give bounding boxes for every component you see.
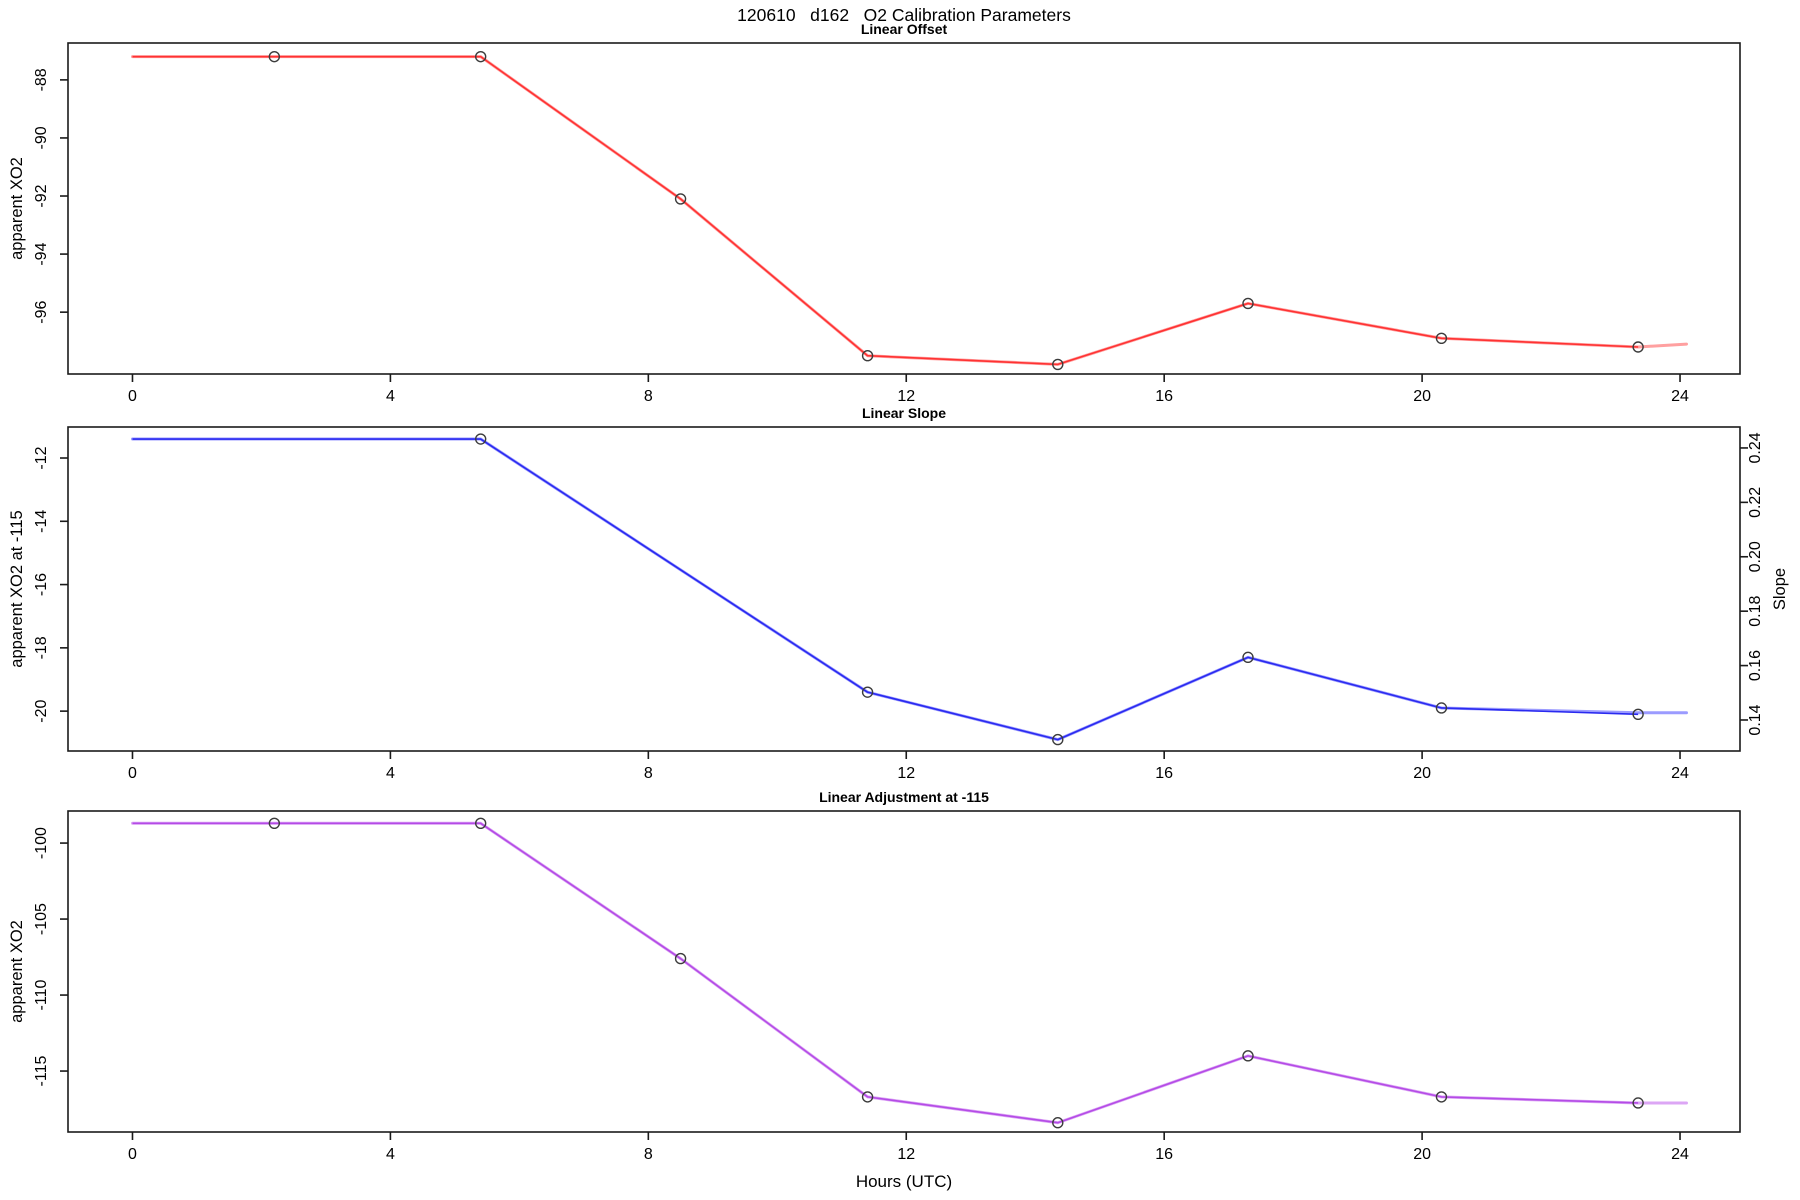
data-line (132, 55, 1639, 366)
x-axis-tick-label: 8 (644, 765, 653, 782)
data-point-marker (1435, 332, 1448, 344)
data-point-marker (1242, 297, 1254, 310)
right-axis-tick-label: 0.22 (1747, 487, 1764, 518)
y-axis-tick-label: -96 (33, 300, 50, 323)
x-axis-tick-label: 12 (897, 1146, 915, 1163)
data-point-marker (1052, 1117, 1064, 1129)
right-axis-tick-label: 0.14 (1747, 704, 1764, 735)
data-point-marker (861, 350, 874, 362)
y-axis-title: apparent XO2 (8, 920, 26, 1023)
y-axis-tick-label: -115 (33, 1056, 50, 1087)
plot-box (67, 810, 1741, 1133)
x-axis-tick-label: 12 (897, 388, 915, 405)
x-axis-tick-label: 0 (128, 1146, 137, 1163)
x-axis-tick-label: 20 (1413, 765, 1431, 782)
y-axis-tick-label: -18 (33, 636, 50, 659)
data-point-marker (1632, 1097, 1644, 1109)
x-axis-tick-label: 0 (128, 765, 137, 782)
data-point-marker (674, 952, 687, 965)
x-axis-tick-label: 4 (386, 1146, 395, 1163)
data-point-marker (861, 1091, 874, 1103)
y-axis-tick-label: -100 (33, 827, 50, 859)
right-axis-tick-label: 0.18 (1747, 595, 1764, 626)
data-point-marker (1052, 358, 1064, 371)
panel-linear-adjustment-at-115: -100 -105 -110 -115 apparent XO2 0 4 8 12 16 20 24 (8, 810, 1741, 1163)
x-axis-tick-label: 16 (1155, 1146, 1173, 1163)
data-point-marker (1435, 1091, 1448, 1103)
data-point-marker (674, 193, 687, 205)
x-axis-tick-label: 20 (1413, 388, 1431, 405)
data-point-marker (1242, 1050, 1254, 1062)
x-axis-tick-label: 24 (1671, 765, 1689, 782)
y-axis-title: apparent XO2 at -115 (8, 510, 26, 667)
data-point-marker (1632, 341, 1644, 353)
x-axis-tick-label: 24 (1671, 1146, 1689, 1163)
data-point-marker (474, 817, 487, 830)
right-axis-tick-label: 0.24 (1747, 432, 1764, 463)
data-point-marker (1052, 733, 1064, 746)
data-line-light (130, 55, 1688, 366)
x-axis-tick-label: 8 (644, 388, 653, 405)
x-axis-tick-label: 8 (644, 1146, 653, 1163)
y-axis-tick-label: -110 (33, 980, 50, 1011)
data-point-marker (1435, 702, 1448, 714)
x-axis-tick-label: 12 (897, 765, 915, 782)
y-axis-tick-label: -16 (33, 573, 50, 596)
x-axis-tick-label: 4 (386, 765, 395, 782)
y-axis-tick-label: -14 (33, 510, 50, 533)
y-axis-tick-label: -88 (33, 68, 50, 91)
y-axis-tick-label: -105 (33, 903, 50, 935)
y-axis-tick-label: -20 (33, 699, 50, 722)
y-axis-tick-label: -12 (33, 446, 50, 469)
panel-title-linear-slope: Linear Slope (861, 405, 947, 421)
x-axis-tick-label: 16 (1155, 388, 1173, 405)
y-axis-tick-label: -92 (33, 184, 50, 207)
data-point-marker (474, 433, 487, 445)
data-point-marker (1632, 708, 1644, 720)
panel-linear-offset: -88 -90 -92 -94 -96 apparent XO2 0 4 8 12 16 20 24 (8, 42, 1741, 405)
panel-title-linear-offset: Linear Offset (860, 21, 948, 37)
y-axis-tick-label: -90 (33, 126, 50, 149)
data-line (132, 438, 1639, 741)
right-axis-tick-label: 0.16 (1747, 650, 1764, 681)
x-axis-tick-label: 4 (386, 388, 395, 405)
x-axis-label: Hours (UTC) (855, 1172, 953, 1191)
data-point-marker (268, 817, 281, 830)
data-line (132, 822, 1639, 1124)
right-axis-title: Slope (1771, 568, 1789, 610)
right-axis-tick-label: 0.20 (1747, 541, 1764, 572)
data-line-light (130, 821, 1688, 1125)
x-axis-tick-label: 0 (128, 388, 137, 405)
panel-title-linear-adjustment: Linear Adjustment at -115 (819, 789, 989, 805)
plot-box (67, 42, 1741, 375)
panel-linear-slope: -12 -14 -16 -18 -20 apparent XO2 at -115 0.14 0… (8, 426, 1789, 782)
x-axis-tick-label: 20 (1413, 1146, 1431, 1163)
y-axis-title: apparent XO2 (8, 157, 26, 260)
data-point-marker (268, 50, 281, 63)
figure-title: 120610 d162 O2 Calibration Parameters (737, 5, 1071, 25)
data-point-marker (861, 686, 874, 698)
y-axis-tick-label: -94 (33, 242, 50, 265)
data-point-marker (474, 50, 487, 63)
data-line-light (130, 437, 1688, 742)
data-point-marker (1242, 651, 1254, 664)
x-axis-tick-label: 24 (1671, 388, 1689, 405)
x-axis-tick-label: 16 (1155, 765, 1173, 782)
plot-box (67, 426, 1741, 752)
